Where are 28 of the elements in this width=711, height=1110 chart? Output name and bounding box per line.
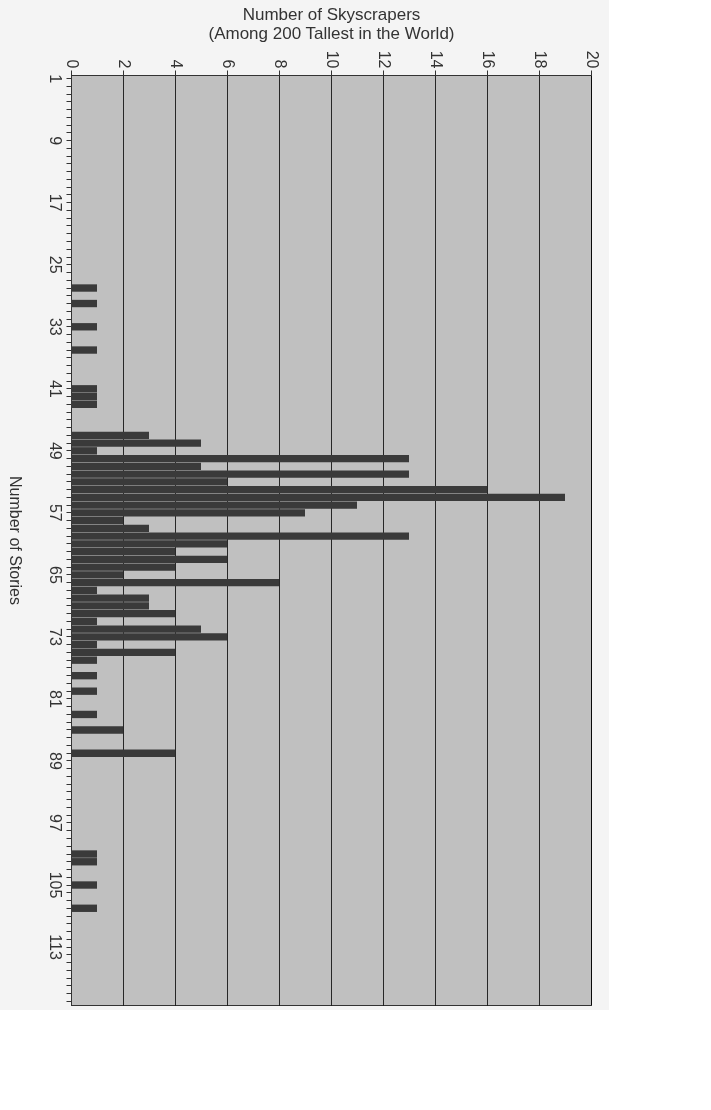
y-tick-label: 105 <box>46 871 64 899</box>
x-tick-label: 14 <box>427 50 445 69</box>
y-tick-label: 25 <box>46 255 64 274</box>
y-tick-label: 41 <box>46 379 64 398</box>
y-tick-label: 49 <box>46 441 64 460</box>
x-tick-label: 8 <box>271 59 289 69</box>
x-tick-label: 10 <box>323 50 341 69</box>
y-tick-label: 97 <box>46 814 64 832</box>
y-tick-label: 65 <box>46 565 64 584</box>
x-tick-label: 20 <box>583 50 601 69</box>
x-tick-label: 2 <box>115 59 133 69</box>
y-tick-label: 81 <box>46 690 64 708</box>
x-tick-label: 16 <box>479 50 497 69</box>
x-tick-label: 0 <box>63 59 81 69</box>
y-tick-label: 57 <box>46 503 64 522</box>
x-tick-label: 4 <box>167 59 185 69</box>
y-tick-label: 73 <box>46 628 64 646</box>
y-tick-label: 33 <box>46 317 64 336</box>
y-tick-label: 17 <box>46 193 64 212</box>
x-tick-label: 6 <box>219 59 237 69</box>
y-tick-label: 89 <box>46 752 64 770</box>
y-tick-label: 113 <box>46 934 64 960</box>
x-tick-label: 12 <box>375 50 393 69</box>
x-axis-title: Number of Skyscrapers (Among 200 Tallest in the World) <box>208 4 455 43</box>
y-tick-label: 9 <box>46 136 64 146</box>
x-tick-label: 18 <box>531 50 549 69</box>
y-axis-title: Number of Stories <box>6 476 24 605</box>
y-tick-label: 1 <box>46 74 64 84</box>
